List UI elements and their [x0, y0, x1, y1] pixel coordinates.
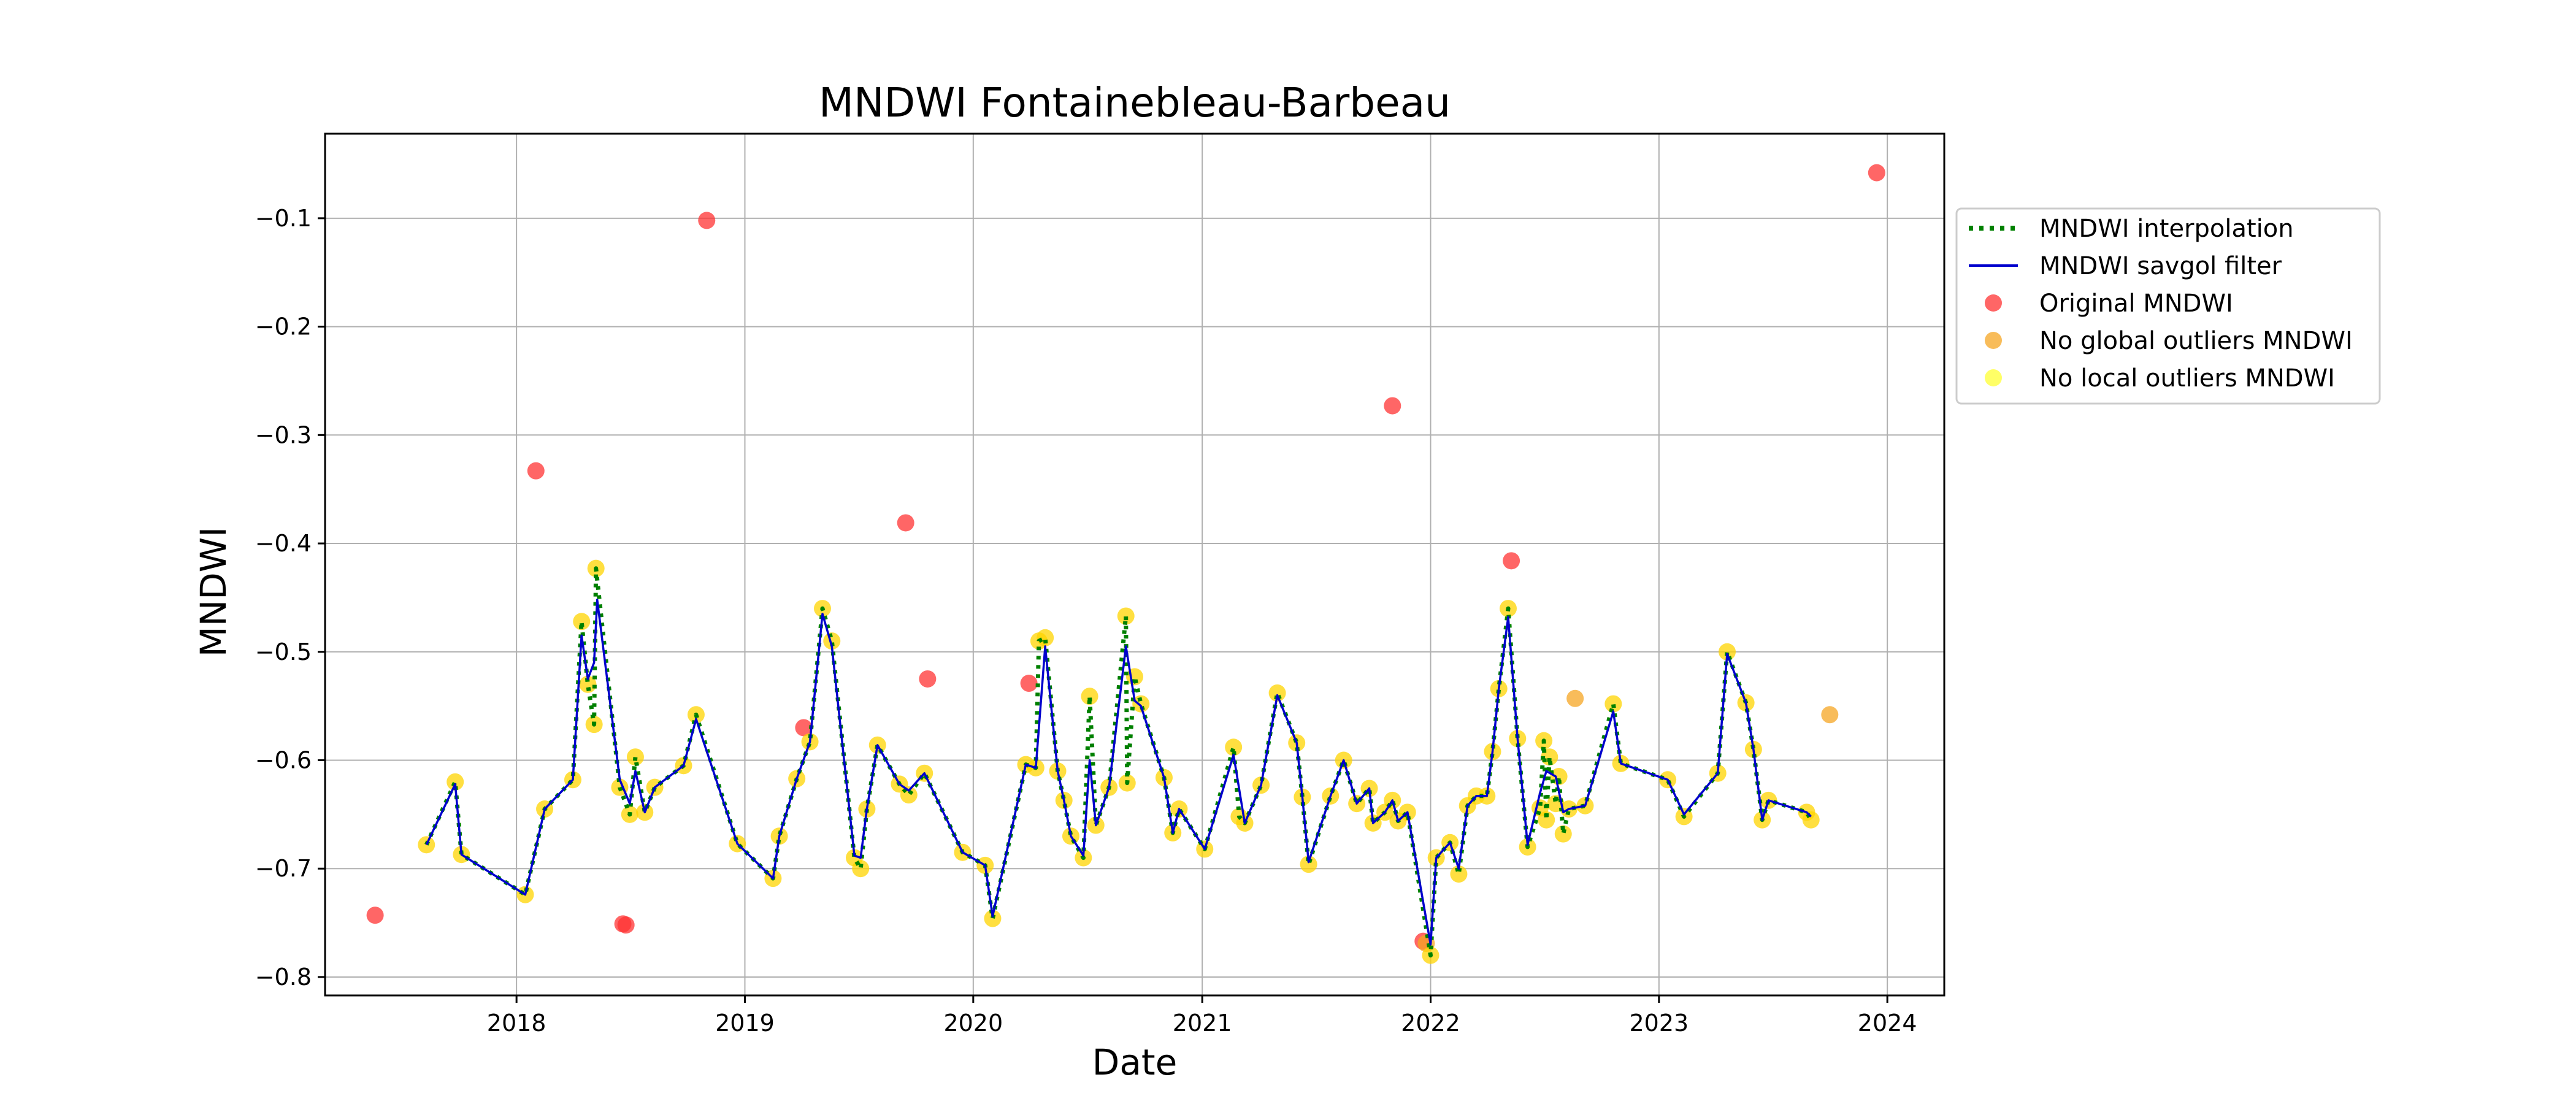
y-tick-label: −0.6 — [255, 746, 312, 773]
no-local-outliers-mndwi-point — [1554, 825, 1572, 843]
no-local-outliers-mndwi-point — [579, 675, 597, 693]
x-tick-label: 2022 — [1401, 1010, 1460, 1037]
no-local-outliers-mndwi-point — [1225, 738, 1243, 756]
no-local-outliers-mndwi-point — [1268, 684, 1286, 702]
no-local-outliers-mndwi-point — [900, 786, 918, 804]
legend-savgol-label: MNDWI savgol filter — [2039, 252, 2282, 280]
x-tick-label: 2020 — [943, 1010, 1003, 1037]
mndwi-savgol-line — [425, 599, 1812, 946]
y-tick-label: −0.2 — [255, 313, 312, 340]
original-mndwi-point — [1868, 164, 1885, 182]
no-local-outliers-mndwi-point — [447, 773, 464, 791]
no-local-outliers-mndwi-point — [1037, 629, 1054, 646]
x-tick-label: 2021 — [1173, 1010, 1232, 1037]
original-mndwi-point — [795, 719, 813, 737]
original-mndwi-point — [366, 907, 384, 924]
no-local-outliers-mndwi-point — [984, 910, 1002, 927]
no-local-outliers-mndwi-point — [573, 613, 591, 631]
legend-original-swatch — [1985, 294, 2002, 312]
no-global-outliers-mndwi-point — [1566, 689, 1584, 707]
no-local-outliers-mndwi-point — [823, 632, 841, 650]
x-tick-label: 2024 — [1858, 1010, 1917, 1037]
y-tick-label: −0.1 — [255, 205, 312, 232]
x-tick-label: 2018 — [487, 1010, 546, 1037]
original-mndwi-point — [527, 462, 545, 480]
y-tick-label: −0.7 — [255, 855, 312, 882]
legend-global-label: No global outliers MNDWI — [2039, 327, 2353, 355]
legend-local-label: No local outliers MNDWI — [2039, 364, 2335, 393]
y-axis-title: MNDWI — [193, 527, 234, 657]
x-tick-label: 2023 — [1629, 1010, 1689, 1037]
no-local-outliers-mndwi-point — [626, 748, 644, 766]
no-local-outliers-mndwi-point — [1450, 865, 1468, 883]
no-local-outliers-mndwi-point — [1719, 643, 1736, 661]
plot-area — [366, 164, 1885, 964]
legend-frame — [1955, 207, 2381, 405]
legend-global-swatch — [1985, 332, 2002, 349]
axis-ticks: 2018 2019 2020 2021 2022 2023 2024 −0.1 −0.2 −0.3… — [255, 205, 1917, 1037]
original-mndwi-point — [1384, 397, 1401, 415]
x-axis-title: Date — [1092, 1041, 1178, 1083]
y-tick-label: −0.5 — [255, 638, 312, 665]
original-mndwi-point — [698, 212, 716, 229]
x-tick-label: 2019 — [715, 1010, 775, 1037]
original-mndwi-point — [617, 916, 635, 934]
original-mndwi-point — [897, 514, 914, 532]
original-mndwi-point — [919, 670, 937, 688]
chart-title: MNDWI Fontainebleau-Barbeau — [819, 79, 1451, 126]
original-mndwi-point — [1020, 675, 1038, 692]
original-mndwi-series — [366, 164, 1885, 950]
legend: MNDWI interpolation MNDWI savgol filter … — [1955, 207, 2381, 405]
no-local-outliers-mndwi-point — [1081, 688, 1098, 705]
no-local-outliers-mndwi-point — [1117, 607, 1135, 625]
y-tick-label: −0.4 — [255, 530, 312, 557]
plot-frame — [324, 132, 1945, 997]
original-mndwi-point — [1503, 552, 1520, 570]
no-local-outliers-mndwi-point — [1604, 695, 1622, 713]
no-local-outliers-mndwi-point — [1538, 811, 1555, 829]
no-local-outliers-mndwi-point — [1802, 811, 1820, 829]
no-local-outliers-mndwi-point — [1132, 695, 1150, 713]
legend-original-label: Original MNDWI — [2039, 289, 2233, 318]
no-local-outliers-mndwi-point — [418, 836, 435, 854]
no-local-outliers-mndwi-point — [852, 860, 870, 878]
y-tick-label: −0.8 — [255, 964, 312, 991]
no-global-outliers-mndwi-point — [1821, 706, 1839, 724]
y-tick-label: −0.3 — [255, 421, 312, 448]
no-local-outliers-mndwi-point — [1300, 856, 1317, 873]
legend-interpolation-label: MNDWI interpolation — [2039, 215, 2294, 243]
legend-local-swatch — [1985, 369, 2002, 386]
